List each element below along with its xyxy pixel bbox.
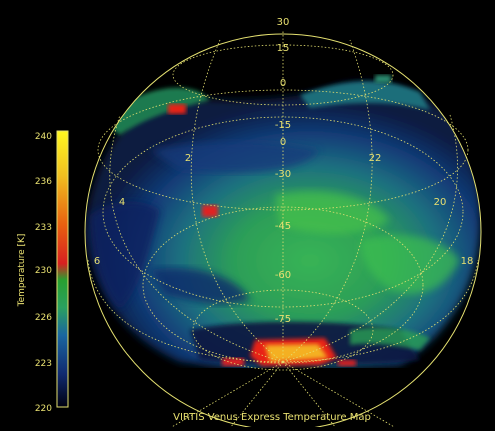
colorbar-tick-label: 236 xyxy=(35,177,52,187)
colorbar-tick-label: 223 xyxy=(35,359,52,369)
lat-label: -60 xyxy=(275,270,291,281)
temperature-field xyxy=(85,34,481,430)
colorbar-axis-label: Temperature [K] xyxy=(17,234,27,308)
colorbar-tick-label: 226 xyxy=(35,313,52,323)
colorbar-tick-label: 233 xyxy=(35,223,52,233)
lat-label: 30 xyxy=(277,17,290,28)
lt-label: 20 xyxy=(434,197,447,208)
local-time-labels: 2 22 4 20 6 18 xyxy=(94,153,474,267)
lat-label: -30 xyxy=(275,169,291,180)
lat-label: -45 xyxy=(275,221,291,232)
lt-label: 18 xyxy=(461,256,474,267)
colorbar-tick-label: 240 xyxy=(35,132,52,142)
lat-label: -75 xyxy=(275,314,291,325)
lt-label: 4 xyxy=(119,197,125,208)
lat-label: 15 xyxy=(277,43,290,54)
lat-label: 0 xyxy=(280,78,286,89)
colorbar-tick-label: 220 xyxy=(35,404,52,414)
lt-label: 2 xyxy=(185,153,191,164)
lat-label: -15 xyxy=(275,120,291,131)
lt-label: 6 xyxy=(94,256,100,267)
colorbar: 240 236 233 230 226 223 220 Temperature … xyxy=(17,130,69,414)
coordinate-grid xyxy=(84,30,482,431)
latitude-labels: 30 15 0 -15 0 -30 -45 -60 -75 xyxy=(275,17,291,325)
colorbar-tick-label: 230 xyxy=(35,266,52,276)
lat-label: 0 xyxy=(280,137,286,148)
lt-label: 22 xyxy=(369,153,382,164)
figure-caption: VIRTIS Venus Express Temperature Map xyxy=(173,412,371,423)
